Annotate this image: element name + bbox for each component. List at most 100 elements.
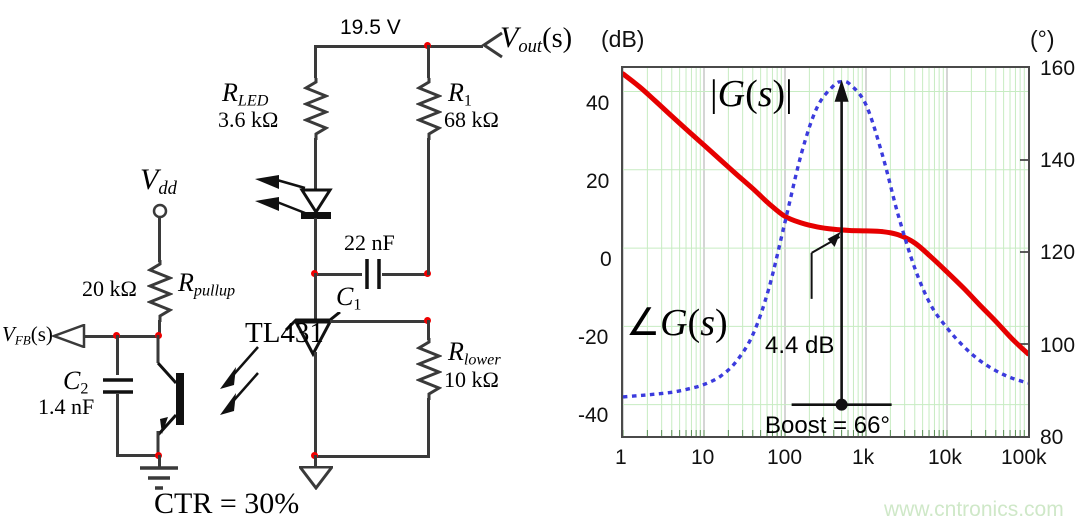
ytick-left-0: 40 bbox=[586, 92, 610, 115]
c1-label: C1 bbox=[336, 282, 361, 315]
xtick-2: 100 bbox=[767, 446, 803, 469]
boost-arrow-head bbox=[834, 79, 849, 102]
phototransistor-symbol bbox=[156, 335, 184, 457]
chart-canvas bbox=[623, 68, 1028, 436]
wire-vfb-rail bbox=[80, 335, 161, 338]
wire-vout-lead bbox=[427, 45, 483, 48]
vdd-terminal-circle bbox=[152, 203, 168, 219]
wire-rlower-to-gnd bbox=[427, 398, 430, 457]
xtick-0: 1 bbox=[615, 446, 627, 469]
wire-left-gnd-stub bbox=[158, 455, 161, 467]
rled-value: 3.6 kΩ bbox=[218, 107, 279, 132]
vout-label: Vout(s) bbox=[500, 21, 572, 58]
c2-value: 1.4 nF bbox=[38, 394, 95, 419]
c2-label: C2 bbox=[63, 366, 88, 399]
plot-inner bbox=[623, 68, 1028, 436]
xtick-1: 10 bbox=[691, 446, 715, 469]
ground-symbol-left bbox=[140, 466, 178, 490]
vout-port-arrow-icon bbox=[481, 31, 503, 59]
gain-callout-label: 4.4 dB bbox=[765, 332, 835, 359]
rled-subscript: LED bbox=[237, 92, 269, 110]
ytick-left-2: 0 bbox=[600, 248, 612, 271]
magnitude-curve-label: |G(s)| bbox=[710, 73, 793, 115]
ytick-right-2: 120 bbox=[1040, 241, 1076, 264]
wire-gnd-stub bbox=[314, 455, 317, 467]
xtick-3: 1k bbox=[852, 446, 875, 469]
rlower-subscript: lower bbox=[463, 351, 501, 369]
vfb-label: VFB(s) bbox=[2, 322, 53, 349]
resistor-rlower-symbol bbox=[416, 338, 442, 400]
c1-subscript: 1 bbox=[353, 296, 362, 314]
wire-c2-bottom bbox=[116, 394, 119, 456]
bode-plot-figure: (dB) (°) bbox=[560, 0, 1080, 531]
vdd-symbol: V bbox=[140, 163, 159, 196]
rlower-label: Rlower bbox=[448, 337, 501, 370]
xtick-4: 10k bbox=[928, 446, 962, 469]
rpullup-value: 20 kΩ bbox=[82, 276, 137, 301]
boost-baseline-dot bbox=[835, 398, 848, 411]
ground-symbol-right bbox=[299, 466, 333, 490]
vout-argument: (s) bbox=[542, 23, 573, 54]
ytick-right-1: 140 bbox=[1040, 149, 1076, 172]
rled-symbol: R bbox=[222, 78, 238, 107]
right-axis-unit-label: (°) bbox=[1030, 26, 1055, 52]
wire-ref-to-rlower bbox=[427, 320, 430, 340]
ytick-left-1: 20 bbox=[586, 170, 610, 193]
circuit-schematic: 19.5 V Vout(s) RLED 3.6 kΩ bbox=[2, 16, 572, 520]
vdd-label: Vdd bbox=[140, 163, 177, 200]
vfb-subscript: FB bbox=[14, 332, 31, 348]
wire-bottom-rail bbox=[314, 455, 430, 458]
phase-curve-label: ∠G(s) bbox=[626, 302, 728, 344]
wire-vdd-to-rpullup bbox=[158, 218, 161, 262]
rpullup-subscript: pullup bbox=[193, 282, 236, 300]
rpullup-label: Rpullup bbox=[178, 268, 235, 301]
photo-reception-arrows-icon bbox=[220, 346, 259, 415]
vdd-subscript: dd bbox=[158, 178, 177, 200]
c1-symbol: C bbox=[336, 282, 354, 311]
capacitor-c1-symbol bbox=[365, 259, 381, 289]
wire-top-rail bbox=[314, 45, 430, 48]
supply-voltage-label: 19.5 V bbox=[340, 16, 401, 39]
wire-r1-top bbox=[427, 45, 430, 78]
ytick-left-3: -20 bbox=[578, 326, 609, 349]
r1-label: R1 bbox=[448, 78, 472, 111]
wire-c1node-to-tl431 bbox=[314, 273, 317, 323]
wire-c1-left bbox=[314, 273, 362, 276]
left-axis-unit-label: (dB) bbox=[601, 26, 645, 52]
wire-rled-to-led bbox=[314, 138, 317, 190]
gain-arrow-head bbox=[827, 231, 841, 247]
resistor-r1-symbol bbox=[416, 78, 442, 140]
vout-symbol: V bbox=[500, 21, 519, 54]
ytick-right-3: 100 bbox=[1040, 334, 1076, 357]
rled-label: RLED bbox=[222, 78, 268, 111]
capacitor-c2-symbol bbox=[103, 378, 133, 394]
phase-curve bbox=[623, 79, 1028, 399]
ytick-right-4: 80 bbox=[1040, 426, 1064, 449]
wire-c2-top bbox=[116, 335, 119, 375]
wire-led-to-c1node bbox=[314, 218, 317, 276]
vfb-argument: (s) bbox=[30, 322, 53, 346]
wire-rled-top bbox=[314, 45, 317, 78]
resistor-rpullup-symbol bbox=[147, 260, 173, 322]
c1-value: 22 nF bbox=[344, 230, 395, 255]
tl431-shunt-regulator-symbol bbox=[284, 312, 341, 358]
r1-symbol: R bbox=[448, 78, 464, 107]
wire-tl431-ref bbox=[330, 320, 427, 323]
watermark-label: www.cntronics.com bbox=[884, 498, 1064, 521]
rlower-value: 10 kΩ bbox=[444, 367, 499, 392]
plot-area bbox=[621, 66, 1030, 438]
c2-subscript: 2 bbox=[80, 380, 89, 398]
rpullup-symbol: R bbox=[178, 268, 194, 297]
r1-value: 68 kΩ bbox=[444, 107, 499, 132]
wire-tl431-to-gnd bbox=[314, 352, 317, 456]
resistor-rled-symbol bbox=[303, 78, 329, 140]
vfb-symbol: V bbox=[2, 322, 15, 346]
c2-symbol: C bbox=[63, 366, 81, 395]
wire-rpullup-to-fb bbox=[158, 320, 161, 338]
wire-r1-to-divider bbox=[427, 138, 430, 275]
rlower-symbol: R bbox=[448, 337, 464, 366]
ctr-label: CTR = 30% bbox=[154, 487, 300, 520]
ytick-left-4: -40 bbox=[578, 404, 609, 427]
vout-subscript: out bbox=[518, 36, 543, 58]
